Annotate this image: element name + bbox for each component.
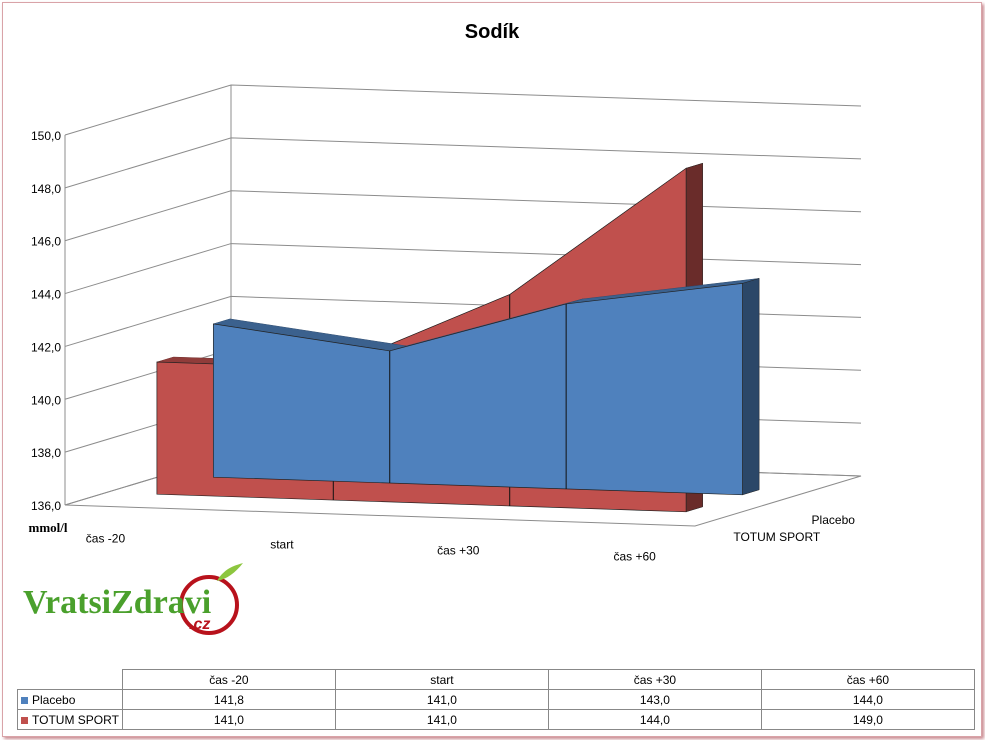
x-tick-label: čas -20 bbox=[86, 532, 126, 546]
vratsizdravi-logo: VratsiZdravi .cz bbox=[23, 563, 243, 635]
y-tick-label: 140,0 bbox=[31, 393, 61, 407]
series-area-placebo bbox=[212, 278, 760, 496]
y-axis-label: mmol/l bbox=[29, 520, 68, 535]
table-cell: 149,0 bbox=[760, 709, 975, 730]
legend-key-placebo bbox=[21, 696, 28, 704]
gridline bbox=[64, 84, 862, 136]
area-side bbox=[742, 278, 760, 496]
y-tick-label: 146,0 bbox=[31, 235, 61, 249]
table-cell: 144,0 bbox=[760, 689, 975, 710]
series-areas bbox=[156, 162, 760, 513]
depth-axis-labels: Placebo TOTUM SPORT bbox=[733, 513, 855, 544]
x-tick-label: čas +30 bbox=[437, 543, 480, 557]
row-label-text: Placebo bbox=[32, 692, 76, 707]
y-tick-label: 144,0 bbox=[31, 288, 61, 302]
table-cell: 141,8 bbox=[121, 689, 336, 710]
table-cell: 141,0 bbox=[334, 689, 549, 710]
sodium-3d-area-chart: Sodík 136,0 138,0 140,0 142,0 144,0 146,0 148,… bbox=[29, 21, 862, 564]
table-header-cell: start bbox=[334, 669, 549, 690]
y-tick-label: 150,0 bbox=[31, 129, 61, 143]
gridline bbox=[64, 190, 862, 242]
table-row: Placebo 141,8 141,0 143,0 144,0 bbox=[17, 689, 975, 710]
y-tick-label: 148,0 bbox=[31, 182, 61, 196]
table-cell: 141,0 bbox=[121, 709, 336, 730]
gridline bbox=[64, 137, 862, 189]
y-tick-label: 138,0 bbox=[31, 446, 61, 460]
depth-axis-label: TOTUM SPORT bbox=[733, 530, 821, 544]
x-tick-label: čas +60 bbox=[613, 549, 656, 563]
table-header-cell: čas -20 bbox=[121, 669, 336, 690]
y-tick-label: 142,0 bbox=[31, 340, 61, 354]
table-corner bbox=[18, 670, 123, 690]
table-header-cell: čas +30 bbox=[547, 669, 762, 690]
table-row-label: TOTUM SPORT bbox=[17, 709, 123, 730]
chart-title: Sodík bbox=[465, 21, 520, 43]
x-tick-labels: čas -20 start čas +30 čas +60 bbox=[86, 532, 656, 564]
table-header-row: čas -20 start čas +30 čas +60 bbox=[18, 669, 975, 690]
data-table: čas -20 start čas +30 čas +60 Placebo 14… bbox=[17, 669, 975, 730]
table-cell: 143,0 bbox=[547, 689, 762, 710]
legend-key-totum-sport bbox=[21, 716, 28, 724]
table-row: TOTUM SPORT 141,0 141,0 144,0 149,0 bbox=[17, 709, 975, 730]
logo-suffix: .cz bbox=[189, 616, 210, 633]
y-tick-labels: 136,0 138,0 140,0 142,0 144,0 146,0 148,0 150,0 bbox=[31, 129, 61, 513]
row-label-text: TOTUM SPORT bbox=[32, 712, 119, 727]
depth-axis-label: Placebo bbox=[812, 513, 856, 527]
x-tick-label: start bbox=[270, 538, 294, 552]
table-header-cell: čas +60 bbox=[760, 669, 975, 690]
logo-text: VratsiZdravi bbox=[23, 584, 211, 621]
table-row-label: Placebo bbox=[17, 689, 123, 710]
table-cell: 141,0 bbox=[334, 709, 549, 730]
y-tick-label: 136,0 bbox=[31, 499, 61, 513]
table-cell: 144,0 bbox=[547, 709, 762, 730]
